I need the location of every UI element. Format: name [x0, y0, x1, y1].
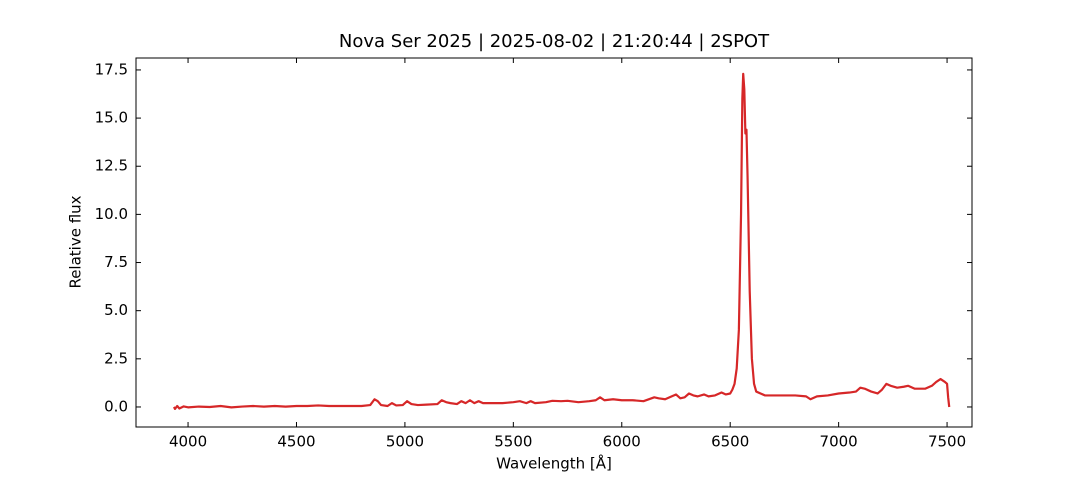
x-tick-label: 4500	[277, 433, 315, 451]
y-tick-label: 15.0	[95, 109, 128, 127]
plot-frame	[135, 57, 973, 428]
x-tick-label: 7000	[820, 433, 858, 451]
y-tick-label: 17.5	[95, 60, 128, 78]
x-tick-label: 7500	[928, 433, 966, 451]
x-tick-label: 5000	[386, 433, 424, 451]
x-tick-label: 4000	[169, 433, 207, 451]
y-tick-label: 2.5	[104, 349, 128, 367]
y-tick-label: 0.0	[104, 397, 128, 415]
y-axis-label: Relative flux	[67, 195, 85, 288]
spectrum-line	[172, 72, 951, 410]
y-tick-label: 10.0	[95, 205, 128, 223]
x-axis-label: Wavelength [Å]	[496, 454, 612, 473]
y-tick-label: 12.5	[95, 157, 128, 175]
y-tick-label: 7.5	[104, 253, 128, 271]
chart-title: Nova Ser 2025 | 2025-08-02 | 21:20:44 | …	[339, 31, 770, 52]
x-tick-label: 6000	[603, 433, 641, 451]
x-tick-label: 6500	[711, 433, 749, 451]
y-tick-label: 5.0	[104, 301, 128, 319]
x-tick-label: 5500	[494, 433, 532, 451]
